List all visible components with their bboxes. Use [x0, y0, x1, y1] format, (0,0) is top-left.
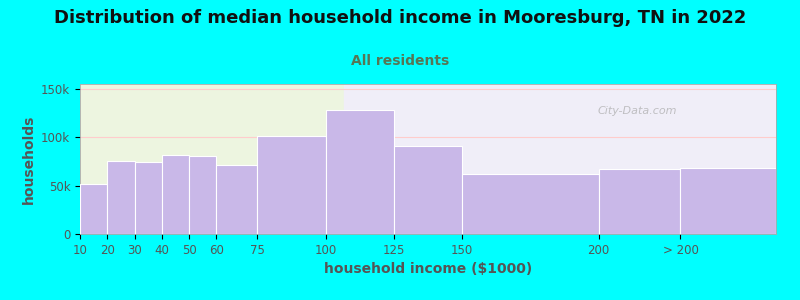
Bar — [134, 162, 162, 234]
Bar — [258, 136, 326, 234]
Bar — [217, 165, 258, 234]
Bar — [345, 84, 776, 234]
Bar — [394, 146, 462, 234]
Bar — [681, 168, 776, 234]
Text: All residents: All residents — [351, 54, 449, 68]
X-axis label: household income ($1000): household income ($1000) — [324, 262, 532, 276]
Bar — [162, 154, 189, 234]
Bar — [107, 161, 134, 234]
Text: City-Data.com: City-Data.com — [597, 106, 677, 116]
Y-axis label: households: households — [22, 114, 35, 204]
Bar — [80, 84, 345, 234]
Bar — [80, 184, 107, 234]
Text: Distribution of median household income in Mooresburg, TN in 2022: Distribution of median household income … — [54, 9, 746, 27]
Bar — [326, 110, 394, 234]
Bar — [189, 156, 217, 234]
Bar — [462, 174, 598, 234]
Bar — [598, 169, 681, 234]
